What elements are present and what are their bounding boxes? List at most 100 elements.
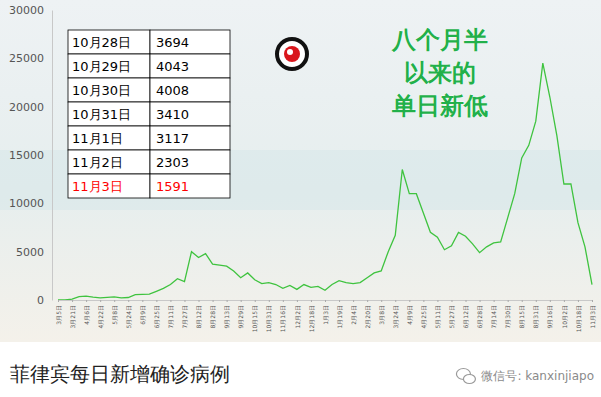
x-tick-mark <box>466 300 467 302</box>
x-tick: 7月27日 <box>181 300 188 328</box>
logo-dot <box>287 49 293 55</box>
table-cell <box>150 102 230 126</box>
table-cell <box>150 150 230 174</box>
y-tick-label: 25000 <box>9 52 44 65</box>
x-tick-label: 8月31日 <box>532 305 539 328</box>
table-date: 11月3日 <box>72 179 123 194</box>
x-tick: 1月19日 <box>336 300 343 328</box>
x-tick: 8月31日 <box>532 300 539 328</box>
x-tick: 5月27日 <box>448 300 455 328</box>
table-cell <box>68 174 150 198</box>
x-tick: 7月14日 <box>490 300 497 328</box>
y-tick: 10000 <box>9 197 52 210</box>
logo <box>277 39 307 69</box>
x-tick-label: 8月28日 <box>209 305 216 328</box>
x-tick: 11月3日 <box>589 300 596 328</box>
x-tick-label: 12月2日 <box>293 305 300 328</box>
plot-area <box>58 63 592 300</box>
table-date: 11月2日 <box>72 155 123 170</box>
x-tick-label: 6月25日 <box>153 305 160 328</box>
x-tick: 5月24日 <box>125 300 132 328</box>
x-tick-mark <box>564 300 565 302</box>
table-cell <box>68 126 150 150</box>
y-tick: 5000 <box>16 246 52 259</box>
x-tick: 10月31日 <box>265 300 272 332</box>
x-tick: 12月2日 <box>293 300 300 328</box>
y-tick-label: 20000 <box>9 101 44 114</box>
x-tick: 3月21日 <box>69 300 76 328</box>
x-tick: 4月6日 <box>83 300 90 325</box>
x-tick-mark <box>311 300 312 302</box>
table-date: 10月31日 <box>72 107 131 122</box>
x-tick: 6月25日 <box>153 300 160 328</box>
x-tick: 3月5日 <box>55 300 62 325</box>
x-tick-mark <box>339 300 340 302</box>
x-tick-mark <box>142 300 143 302</box>
background <box>0 0 601 342</box>
x-tick-label: 4月22日 <box>97 305 104 328</box>
y-tick: 0 <box>37 294 52 307</box>
x-tick-mark <box>241 300 242 302</box>
x-tick-label: 7月30日 <box>504 305 511 328</box>
x-tick: 10月15日 <box>251 300 258 332</box>
y-tick: 20000 <box>9 101 52 114</box>
annotation-text: 八个月半 <box>391 26 488 54</box>
x-tick-mark <box>170 300 171 302</box>
table-cell <box>150 126 230 150</box>
chart-root: 0500010000150002000025000300003月5日3月21日4… <box>0 0 601 397</box>
y-tick-label: 10000 <box>9 197 44 210</box>
x-tick-mark <box>395 300 396 302</box>
inset-table: 10月28日369410月29日404310月30日400810月31日3410… <box>68 30 230 198</box>
x-tick: 9月16日 <box>546 300 553 328</box>
x-tick-label: 9月29日 <box>237 305 244 328</box>
x-tick-mark <box>227 300 228 302</box>
y-tick: 15000 <box>9 149 52 162</box>
y-tick-label: 0 <box>37 294 44 307</box>
annotation-text: 以来的 <box>404 59 476 87</box>
x-tick: 6月9日 <box>139 300 146 325</box>
x-tick-label: 3月24日 <box>392 305 399 328</box>
table-value: 3117 <box>156 131 189 146</box>
x-tick-label: 11月16日 <box>279 305 286 332</box>
x-tick-label: 7月14日 <box>490 305 497 328</box>
x-tick: 3月8日 <box>378 300 385 325</box>
source: 微信号: kanxinjiapo <box>481 369 594 383</box>
table-cell <box>150 78 230 102</box>
x-tick-mark <box>156 300 157 302</box>
table-value: 1591 <box>156 179 189 194</box>
annotation-text: 单日新低 <box>391 92 488 120</box>
x-tick-mark <box>325 300 326 302</box>
x-tick-label: 6月28日 <box>476 305 483 328</box>
x-tick-mark <box>128 300 129 302</box>
table-value: 4043 <box>156 59 189 74</box>
x-tick: 9月13日 <box>223 300 230 328</box>
x-tick-mark <box>297 300 298 302</box>
x-tick: 6月12日 <box>462 300 469 328</box>
caption-band <box>0 342 601 397</box>
y-axis-line <box>52 11 53 301</box>
x-tick-mark <box>381 300 382 302</box>
x-tick-mark <box>423 300 424 302</box>
x-tick-label: 4月25日 <box>420 305 427 328</box>
x-tick-label: 6月12日 <box>462 305 469 328</box>
x-tick-label: 5月27日 <box>448 305 455 328</box>
x-tick-mark <box>451 300 452 302</box>
chart-title: 菲律宾每日新增确诊病例 <box>10 362 230 386</box>
x-tick-mark <box>100 300 101 302</box>
y-tick-label: 15000 <box>9 149 44 162</box>
x-tick: 12月18日 <box>308 300 315 332</box>
x-tick-label: 1月19日 <box>336 305 343 328</box>
x-tick: 7月30日 <box>504 300 511 328</box>
x-tick: 4月9日 <box>406 300 413 325</box>
table-value: 2303 <box>156 155 189 170</box>
table-cell <box>68 54 150 78</box>
x-tick-label: 10月15日 <box>251 305 258 332</box>
x-tick-mark <box>494 300 495 302</box>
x-tick: 11月16日 <box>279 300 286 332</box>
x-tick: 2月20日 <box>364 300 371 328</box>
table-date: 10月30日 <box>72 83 131 98</box>
x-tick-mark <box>409 300 410 302</box>
x-tick-label: 5月11日 <box>434 305 441 328</box>
x-tick-mark <box>255 300 256 302</box>
x-tick-label: 5月8日 <box>111 305 118 325</box>
